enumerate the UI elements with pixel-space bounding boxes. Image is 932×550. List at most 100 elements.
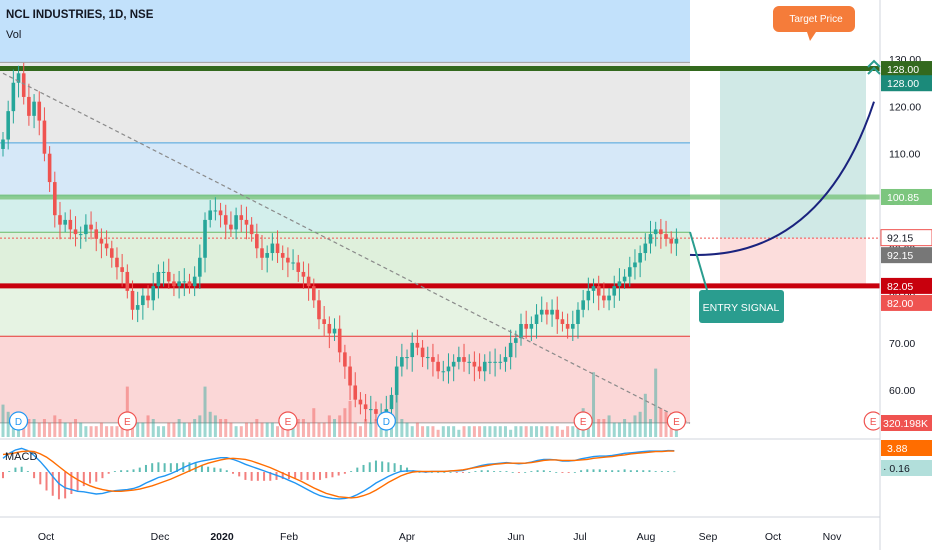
macd-histogram-bar (113, 471, 116, 472)
candle-body (446, 366, 451, 372)
macd-histogram-bar (480, 470, 483, 472)
volume-bar (597, 419, 601, 437)
candle-body (161, 271, 166, 273)
macd-histogram-bar (157, 462, 160, 472)
macd-histogram-bar (505, 471, 508, 472)
candle-body (53, 182, 57, 216)
candle-body (78, 234, 83, 236)
candle-body (177, 281, 181, 287)
symbol-title[interactable]: NCL INDUSTRIES, 1D, NSE (6, 9, 154, 21)
candle-body (441, 371, 446, 373)
price-badge-label: 128.00 (887, 78, 919, 90)
candle-body (296, 262, 301, 272)
stop-zone (720, 238, 866, 286)
volume-bar (270, 422, 274, 437)
earnings-marker-icon (117, 411, 137, 431)
time-axis[interactable]: Oct Dec 2020 Feb Apr Jun Jul Aug Sep Oct Nov (38, 531, 842, 543)
volume-bar (472, 426, 476, 437)
volume-bar (94, 426, 98, 437)
candle-body (68, 219, 73, 230)
volume-bar (42, 419, 46, 437)
volume-bar (234, 426, 238, 437)
candle-body (47, 153, 52, 183)
candle-body (94, 229, 99, 239)
volume-indicator-label[interactable]: Vol (6, 29, 22, 41)
macd-histogram-bar (207, 466, 210, 472)
candle-body (477, 366, 482, 372)
macd-histogram-bar (250, 472, 253, 481)
macd-histogram-bar (294, 472, 297, 480)
volume-bar (643, 393, 647, 437)
volume-bar (659, 408, 663, 437)
macd-histogram-bar (20, 466, 23, 472)
candle-body (109, 248, 114, 258)
macd-histogram-bar (555, 472, 558, 473)
volume-bar (84, 426, 88, 437)
macd-histogram-bar (138, 467, 141, 472)
volume-bar (379, 426, 383, 437)
macd-histogram-bar (374, 460, 377, 472)
candle-body (218, 210, 223, 216)
candle-body (120, 267, 124, 272)
candle-body (332, 328, 337, 334)
volume-bar (524, 426, 528, 437)
macd-indicator-label[interactable]: MACD (5, 451, 38, 463)
candle-body (234, 215, 238, 230)
volume-bar (338, 415, 342, 437)
candle-body (617, 281, 622, 287)
macd-histogram-bar (517, 472, 520, 473)
macd-histogram-bar (474, 471, 477, 472)
candle-body (135, 305, 140, 310)
volume-bar (68, 422, 72, 437)
volume-bar (115, 426, 119, 437)
price-badge (881, 277, 932, 294)
candle-body (627, 267, 632, 277)
macd-histogram-bar (611, 470, 614, 472)
volume-bar (281, 426, 285, 437)
candle-body (327, 323, 332, 334)
event-marker-letter: D (15, 417, 22, 428)
candle-body (498, 361, 503, 363)
candle-body (508, 342, 513, 358)
volume-bar (592, 372, 596, 437)
candle-body (172, 281, 176, 287)
volume-bar (395, 393, 399, 437)
price-badge-label: 82.05 (887, 281, 913, 293)
volume-bar (48, 422, 52, 437)
price-badge-label: 100.85 (887, 192, 919, 204)
time-tick-label: 2020 (210, 531, 234, 543)
drawing-overlay[interactable] (2, 72, 875, 424)
volume-bar (1, 404, 5, 437)
candle-body (467, 361, 471, 363)
macd-histogram-bar (132, 469, 135, 472)
candle-body (348, 366, 352, 386)
macd-histogram-bar (8, 471, 11, 472)
volume-bar (421, 426, 425, 437)
candle-body (633, 262, 637, 268)
volume-bar (545, 426, 549, 437)
macd-histogram-bar (673, 471, 676, 473)
candle-body (653, 229, 658, 235)
candle-body (545, 309, 549, 315)
volume-bar (322, 422, 326, 437)
macd-histogram-bar (163, 463, 166, 472)
candle-body (363, 404, 368, 410)
price-axis[interactable]: 130.00120.00110.00100.0090.0080.0070.006… (879, 0, 932, 550)
volume-bar (327, 415, 331, 437)
macd-histogram-bar (598, 469, 601, 472)
macd-histogram-bar (511, 472, 514, 473)
candle-body (11, 82, 16, 112)
entry-signal-callout (699, 290, 784, 323)
signal-badge (881, 460, 932, 476)
candle-body (99, 238, 104, 244)
volume-bar (58, 419, 62, 437)
candle-body (648, 234, 653, 244)
macd-histogram-bar (70, 472, 73, 494)
volume-bar (664, 411, 668, 437)
macd-histogram-bar (126, 470, 129, 472)
candle-body (343, 352, 347, 367)
volume-bar (431, 426, 435, 437)
volume-bar (203, 386, 207, 437)
event-marker-letter: E (285, 417, 292, 428)
